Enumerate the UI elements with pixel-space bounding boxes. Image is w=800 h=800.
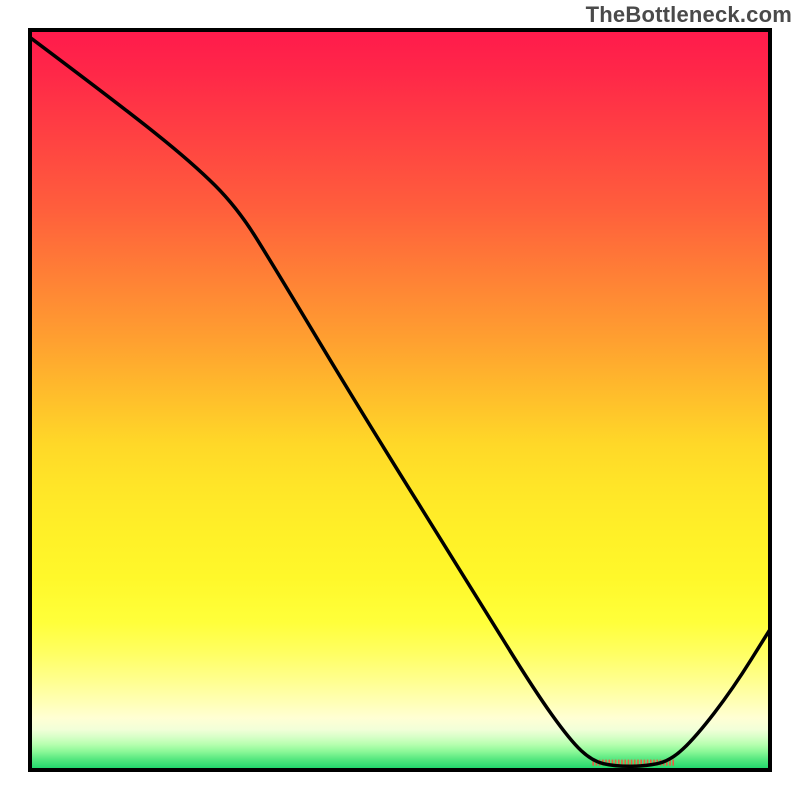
plot-background bbox=[30, 30, 770, 770]
bottleneck-chart bbox=[0, 0, 800, 800]
chart-container: TheBottleneck.com bbox=[0, 0, 800, 800]
watermark-text: TheBottleneck.com bbox=[586, 2, 792, 28]
